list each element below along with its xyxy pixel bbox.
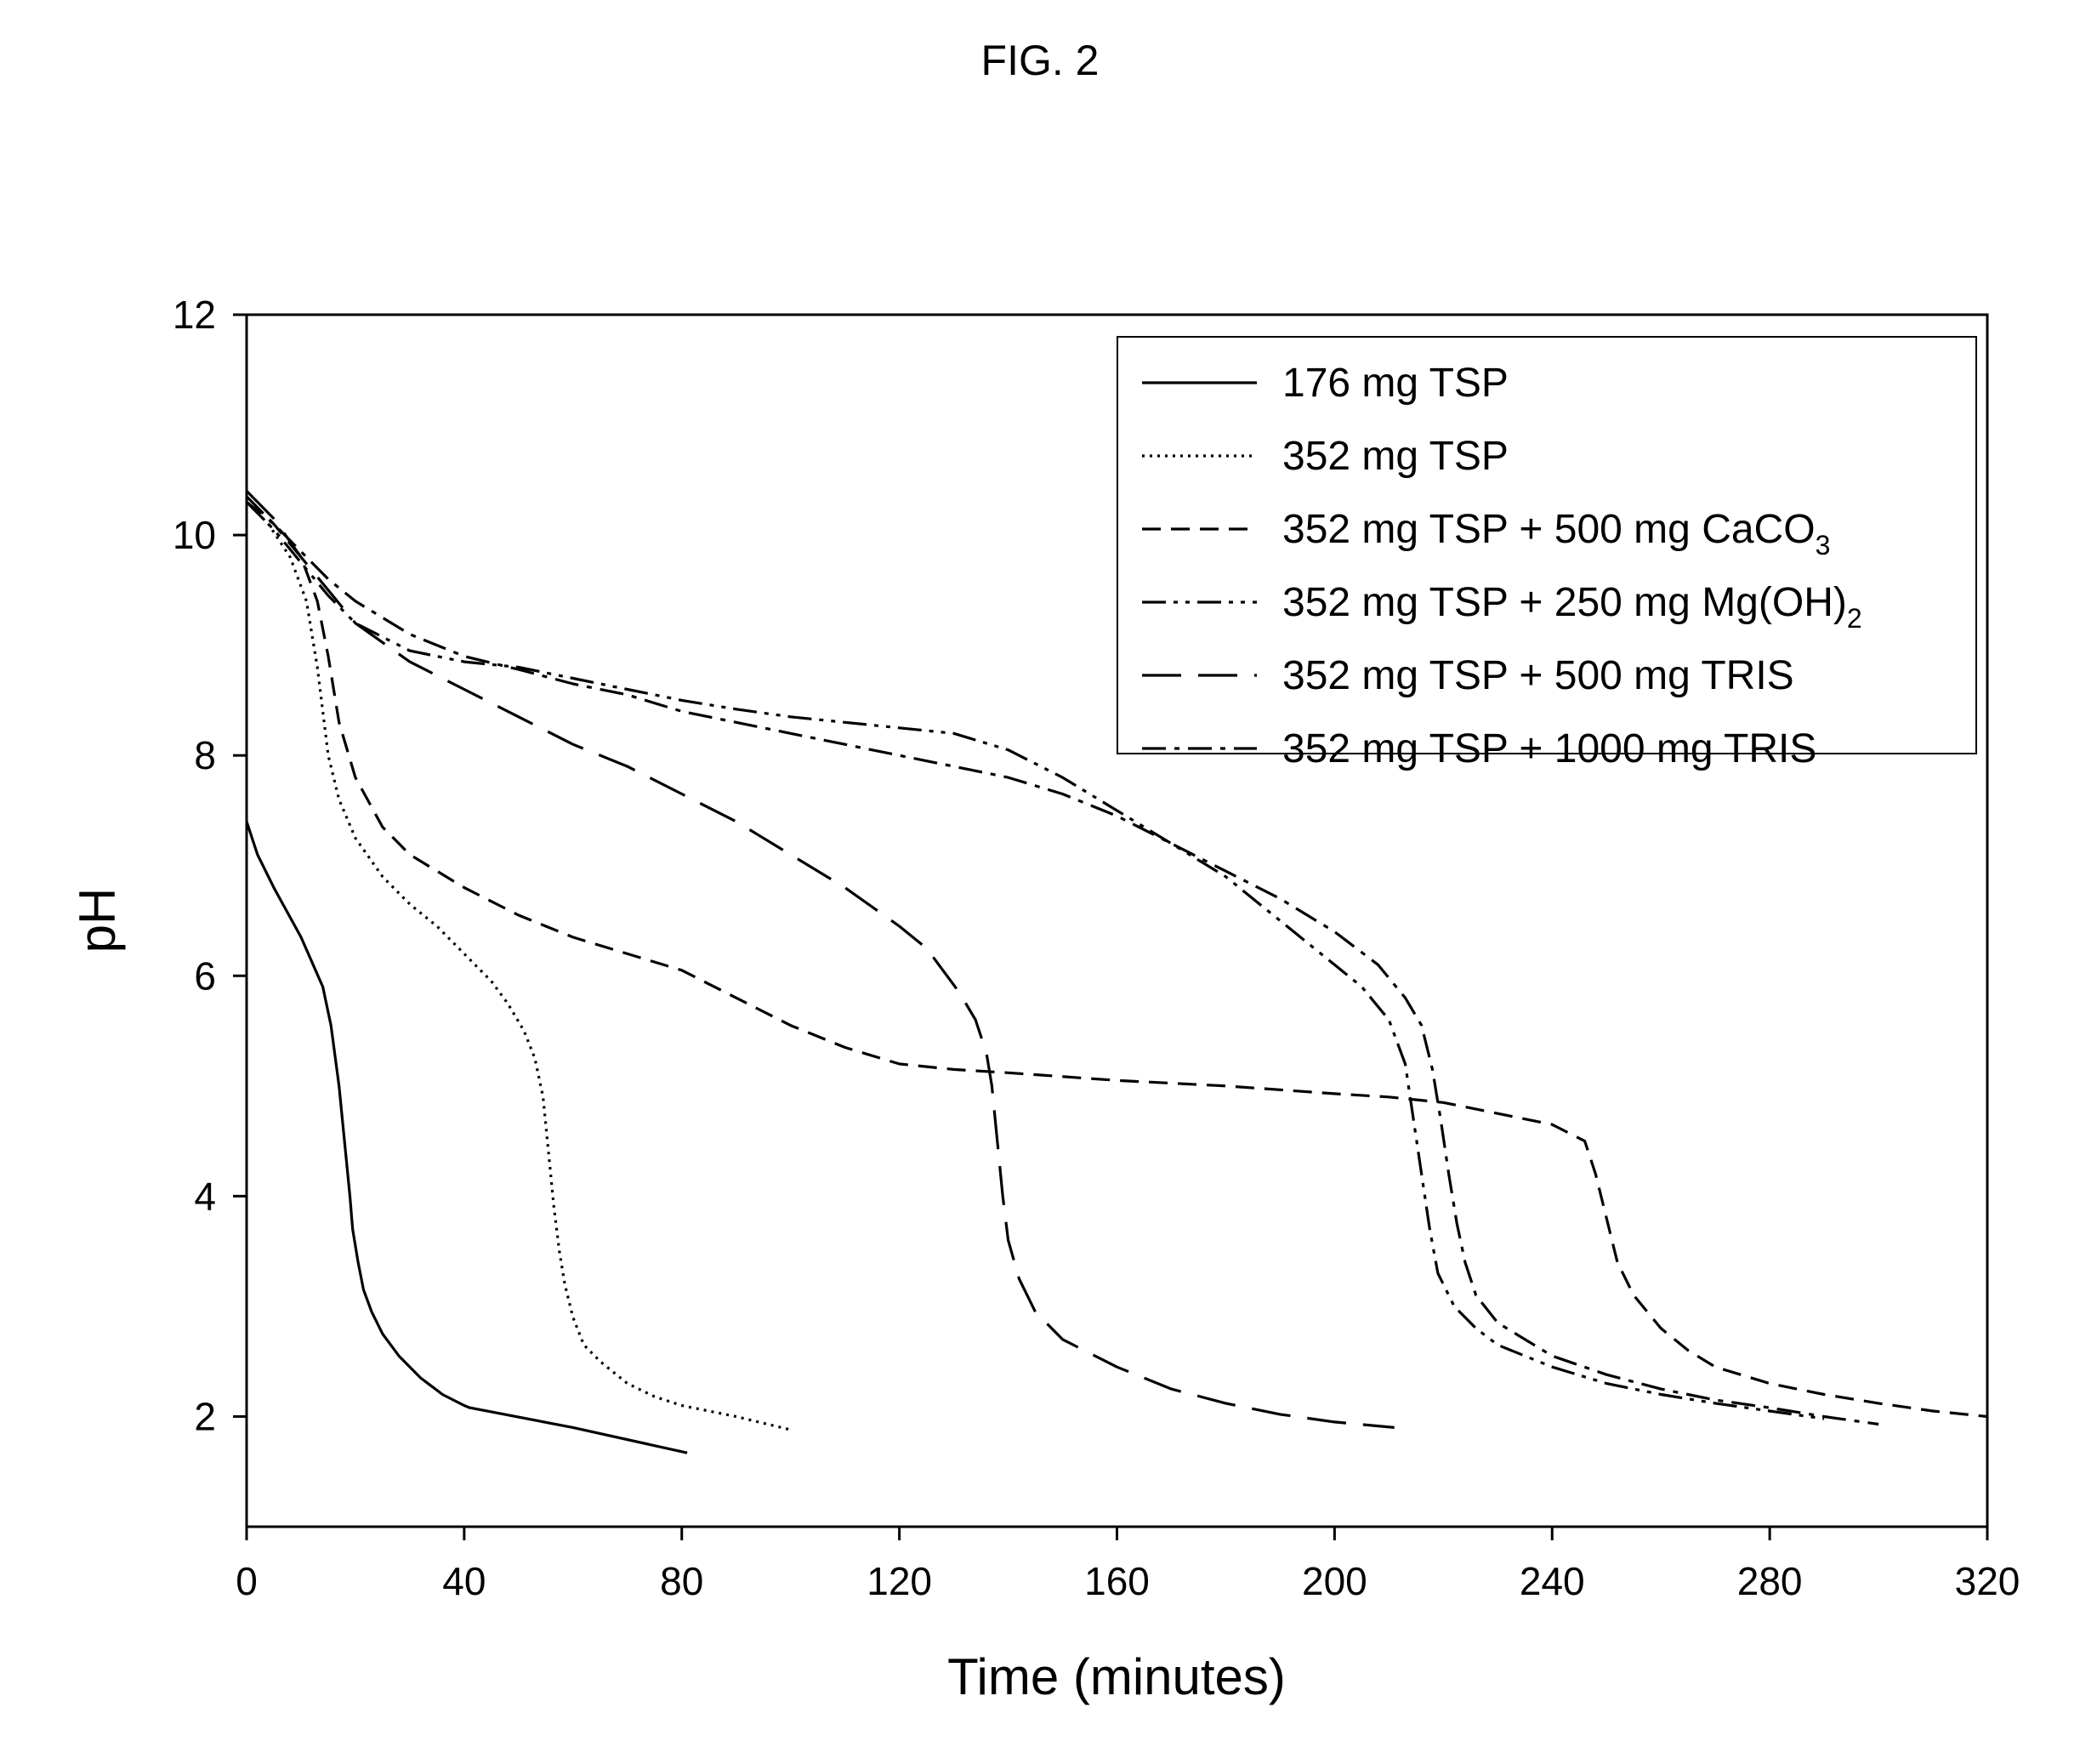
x-tick-label: 240	[1520, 1559, 1585, 1603]
x-tick-label: 40	[442, 1559, 486, 1603]
series-line-1	[247, 822, 687, 1453]
x-tick-label: 80	[660, 1559, 703, 1603]
y-tick-label: 8	[194, 733, 216, 777]
figure-label: FIG. 2	[0, 36, 2080, 85]
x-axis-label: Time (minutes)	[947, 1648, 1286, 1705]
legend-label: 352 mg TSP	[1282, 434, 1509, 479]
series-line-2	[247, 502, 791, 1430]
legend: 176 mg TSP 352 mg TSP 352 mg TSP + 500 mg …	[1117, 337, 1976, 771]
legend-entry-6: 352 mg TSP + 1000 mg TRIS	[1282, 726, 1816, 771]
legend-entry-5: 352 mg TSP + 500 mg TRIS	[1282, 653, 1794, 698]
legend-label: 176 mg TSP	[1282, 361, 1509, 406]
y-axis: 2 4 6 8 10 12	[173, 293, 247, 1438]
x-tick-label: 120	[867, 1559, 932, 1603]
y-tick-label: 4	[194, 1174, 216, 1218]
legend-label: 352 mg TSP + 500 mg CaCO	[1282, 507, 1816, 552]
legend-entry-1: 176 mg TSP	[1282, 361, 1509, 406]
x-tick-label: 0	[236, 1559, 258, 1603]
x-axis: 0 40 80 120 160 200 240 280 320	[236, 1527, 2020, 1603]
legend-subscript: 2	[1847, 603, 1862, 634]
y-tick-label: 10	[173, 513, 216, 557]
x-tick-label: 200	[1302, 1559, 1367, 1603]
y-tick-label: 2	[194, 1394, 216, 1438]
legend-subscript: 3	[1816, 530, 1831, 560]
legend-label: 352 mg TSP + 250 mg Mg(OH)	[1282, 580, 1847, 625]
x-tick-label: 320	[1955, 1559, 2020, 1603]
y-tick-label: 12	[173, 293, 216, 337]
legend-entry-2: 352 mg TSP	[1282, 434, 1509, 479]
x-tick-label: 280	[1737, 1559, 1803, 1603]
y-axis-label: pH	[69, 888, 126, 953]
x-tick-label: 160	[1084, 1559, 1150, 1603]
legend-label: 352 mg TSP + 1000 mg TRIS	[1282, 726, 1816, 771]
y-tick-label: 6	[194, 953, 216, 998]
legend-label: 352 mg TSP + 500 mg TRIS	[1282, 653, 1794, 698]
